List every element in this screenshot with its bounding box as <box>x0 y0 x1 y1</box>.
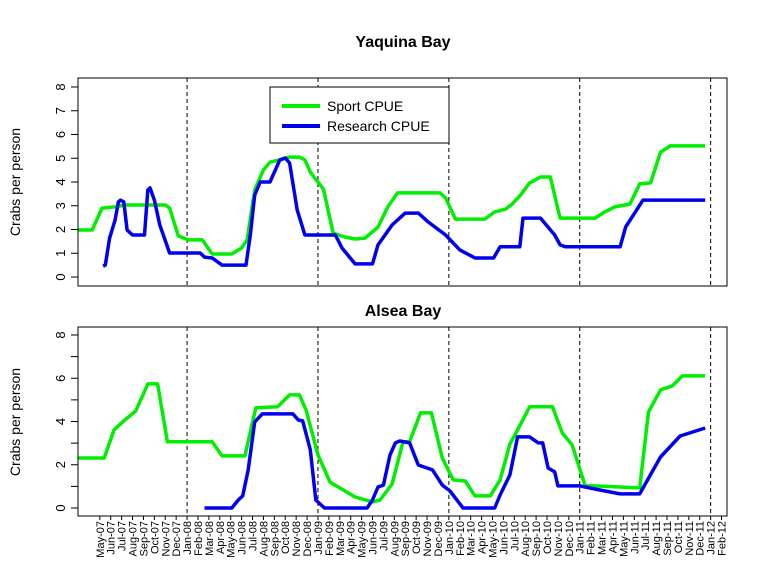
upper-ytick-label: 5 <box>53 155 68 162</box>
lower-research-line <box>204 412 706 510</box>
xtick-label: May-11 <box>618 521 630 557</box>
xtick-label: Mar-10 <box>466 521 478 556</box>
xtick-label: May-09 <box>357 521 369 558</box>
xtick-label: Mar-08 <box>204 521 216 556</box>
xtick-label: Jun-11 <box>629 521 641 554</box>
upper-ytick-label: 4 <box>53 178 68 185</box>
xtick-label: Apr-08 <box>215 521 227 554</box>
upper-ytick-label: 8 <box>53 83 68 90</box>
xtick-label: Feb-09 <box>324 521 336 556</box>
xtick-label: Oct-11 <box>673 521 685 553</box>
xtick-label: Mar-09 <box>335 521 347 556</box>
xtick-label: Jun-09 <box>368 521 380 555</box>
xtick-label: Jul-10 <box>509 521 521 551</box>
xtick-label: Jul-09 <box>378 521 390 551</box>
upper-research-line <box>102 156 706 268</box>
upper-plot-frame <box>77 77 728 287</box>
lower-ytick-label: 2 <box>53 461 68 468</box>
xtick-label: Apr-10 <box>477 521 489 554</box>
xtick-label: Aug-11 <box>651 521 663 556</box>
legend-label-sport: Sport CPUE <box>327 98 403 114</box>
upper-ytick-label: 0 <box>53 273 68 280</box>
xtick-label: Apr-09 <box>346 521 358 554</box>
xtick-label: Sep-09 <box>400 521 412 556</box>
xtick-label: Jun-08 <box>237 521 249 555</box>
lower-ytick-label: 4 <box>53 418 68 425</box>
xtick-label: Aug-07 <box>128 521 140 556</box>
upper-ytick-label: 2 <box>53 226 68 233</box>
xtick-label: Oct-10 <box>542 521 554 554</box>
xtick-label: Feb-12 <box>717 521 729 556</box>
xtick-label: Jan-12 <box>706 521 718 555</box>
xtick-label: Feb-10 <box>455 521 467 556</box>
xtick-label: Jun-07 <box>106 521 118 555</box>
xtick-label: Sep-10 <box>531 521 543 556</box>
xtick-label: Dec-07 <box>171 521 183 556</box>
xtick-label: Sep-11 <box>662 521 674 556</box>
upper-ytick-label: 6 <box>53 131 68 138</box>
xtick-label: Jul-08 <box>248 521 260 551</box>
xtick-label: Jan-10 <box>444 521 456 555</box>
upper-sport-line <box>78 144 706 256</box>
xtick-label: Mar-11 <box>597 521 609 555</box>
xtick-label: Jul-07 <box>117 521 129 551</box>
upper-ytick-label: 3 <box>53 202 68 209</box>
xtick-label: Aug-09 <box>389 521 401 556</box>
xtick-label: Sep-07 <box>138 521 150 556</box>
xtick-label: Dec-11 <box>695 521 707 556</box>
xtick-label: Feb-11 <box>586 521 598 555</box>
xtick-label: Sep-08 <box>269 521 281 556</box>
xtick-label: Nov-09 <box>422 521 434 556</box>
xtick-label: Dec-09 <box>433 521 445 556</box>
xtick-label: Nov-11 <box>684 521 696 556</box>
lower-ylabel: Crabs per person <box>7 368 23 476</box>
lower-title: Alsea Bay <box>365 303 442 320</box>
upper-ytick-label: 1 <box>53 250 68 257</box>
upper-title: Yaquina Bay <box>355 34 450 51</box>
xtick-label: Aug-08 <box>258 521 270 556</box>
xtick-label: Jan-11 <box>575 521 587 554</box>
legend: Sport CPUE Research CPUE <box>269 86 450 144</box>
upper-ylabel: Crabs per person <box>7 128 23 236</box>
xtick-label: Dec-10 <box>564 521 576 556</box>
lower-sport-line <box>78 374 706 504</box>
xtick-label: May-08 <box>226 521 238 558</box>
legend-label-research: Research CPUE <box>327 118 430 134</box>
xtick-label: Aug-10 <box>520 521 532 556</box>
xtick-label: Jul-11 <box>640 521 652 550</box>
xtick-label: Oct-09 <box>411 521 423 554</box>
xtick-label: Dec-08 <box>302 521 314 556</box>
xtick-label: Feb-08 <box>193 521 205 556</box>
xtick-label: May-07 <box>95 521 107 558</box>
xtick-label: Jan-08 <box>182 521 194 555</box>
xtick-label: May-10 <box>487 521 499 558</box>
xtick-label: Oct-07 <box>149 521 161 554</box>
lower-plot-frame <box>77 326 728 517</box>
xtick-label: Jun-10 <box>498 521 510 555</box>
xtick-label: Nov-10 <box>553 521 565 556</box>
xtick-label: Nov-08 <box>291 521 303 556</box>
xtick-label: Nov-07 <box>160 521 172 556</box>
xtick-label: Apr-11 <box>607 521 619 553</box>
lower-ytick-label: 6 <box>53 375 68 382</box>
legend-box <box>269 86 450 144</box>
xtick-label: Oct-08 <box>280 521 292 554</box>
xtick-label: Jan-09 <box>313 521 325 555</box>
lower-ytick-label: 0 <box>53 504 68 511</box>
upper-ytick-label: 7 <box>53 107 68 114</box>
lower-ytick-label: 8 <box>53 331 68 338</box>
